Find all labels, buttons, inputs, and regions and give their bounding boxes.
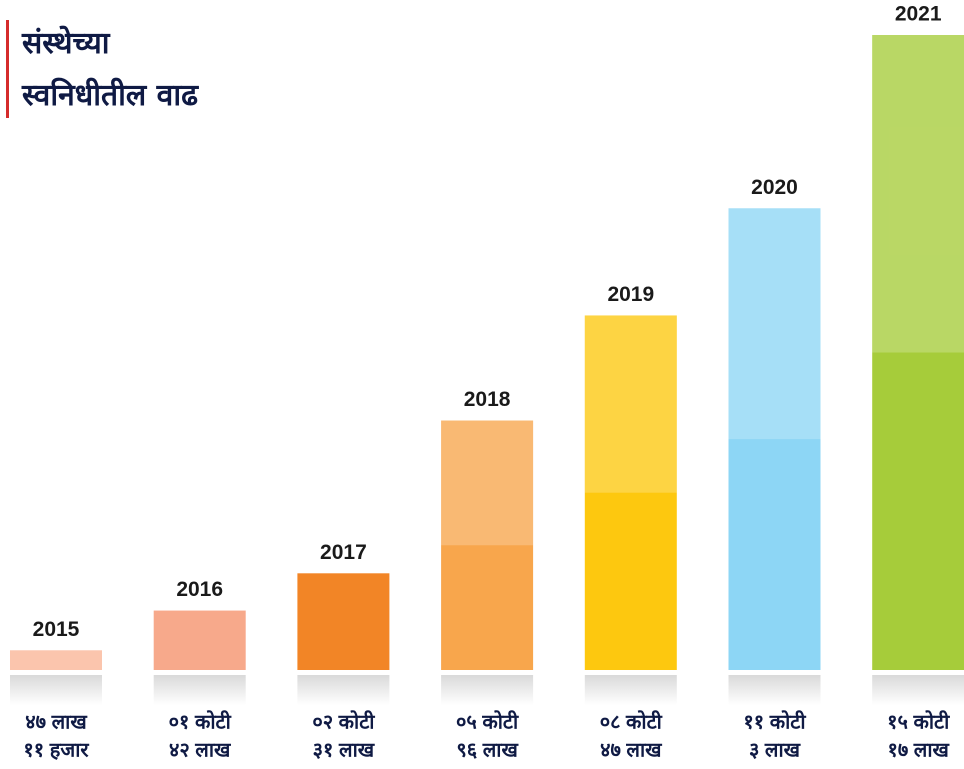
chart-title: संस्थेच्या	[21, 25, 111, 61]
value-label: ४७ लाख	[25, 711, 88, 733]
bar-shadow	[728, 675, 821, 705]
bar-shadow	[10, 675, 102, 705]
bar-shadow	[297, 675, 390, 705]
title-accent	[6, 20, 9, 118]
category-label: 2016	[176, 578, 223, 601]
bar-shadow	[441, 675, 534, 705]
chart-title: स्वनिधीतील वाढ	[21, 77, 199, 113]
value-label: ११ हजार	[23, 739, 89, 761]
value-label: ०२ कोटी	[312, 709, 375, 733]
category-label: 2017	[320, 541, 367, 564]
value-label: ३ लाख	[749, 739, 802, 761]
bar-shadow	[153, 675, 246, 705]
bar-shadow	[872, 675, 964, 705]
value-label: ०५ कोटी	[456, 709, 519, 733]
bar	[441, 420, 534, 670]
category-label: 2020	[751, 176, 798, 199]
bar-highlight	[872, 35, 964, 353]
bar	[584, 315, 677, 670]
bar-highlight	[441, 420, 534, 546]
category-label: 2015	[33, 618, 80, 641]
value-label: ४७ लाख	[600, 739, 663, 761]
value-label: ९६ लाख	[456, 739, 519, 761]
value-label: १५ कोटी	[887, 709, 950, 733]
value-label: ०१ कोटी	[169, 709, 232, 733]
category-label: 2018	[464, 388, 511, 411]
bar	[297, 573, 390, 670]
value-label: ४२ लाख	[169, 739, 232, 761]
value-label: ११ कोटी	[743, 709, 806, 733]
bar	[872, 35, 964, 670]
bar-highlight	[728, 208, 821, 440]
bar-highlight	[584, 315, 677, 493]
bar	[728, 208, 821, 671]
category-label: 2021	[895, 3, 942, 26]
bar	[153, 610, 246, 670]
value-label: ३१ लाख	[313, 739, 376, 761]
bar-shadow	[584, 675, 677, 705]
bar	[10, 650, 102, 670]
value-label: १७ लाख	[887, 739, 950, 761]
value-label: ०८ कोटी	[600, 709, 663, 733]
category-label: 2019	[607, 283, 654, 306]
